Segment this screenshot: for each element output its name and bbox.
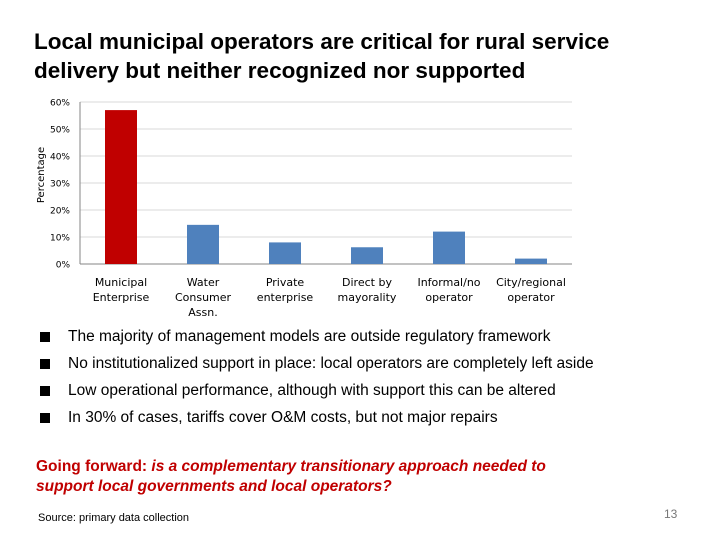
square-bullet-icon (40, 331, 50, 342)
bullet-text: In 30% of cases, tariffs cover O&M costs… (68, 409, 498, 426)
bullet-item: Low operational performance, although wi… (40, 377, 710, 404)
title-line-2: delivery but neither recognized nor supp… (34, 58, 526, 83)
x-tick-label: Private enterprise (257, 276, 314, 304)
square-bullet-icon (40, 412, 50, 423)
x-tick-label: Direct by mayorality (338, 276, 397, 304)
bar (269, 242, 301, 264)
y-tick-label: 0% (56, 261, 71, 271)
going-forward-label: Going forward: (36, 458, 148, 475)
bar (433, 231, 465, 264)
y-tick-label: 30% (50, 180, 70, 190)
bullet-list: The majority of management models are ou… (40, 323, 710, 431)
y-tick-label: 20% (50, 207, 70, 217)
going-forward-question-line-2: support local governments and local oper… (36, 478, 392, 495)
square-bullet-icon (40, 385, 50, 396)
bullet-item: The majority of management models are ou… (40, 323, 710, 350)
x-tick-label: Municipal Enterprise (93, 276, 150, 304)
square-bullet-icon (40, 358, 50, 369)
going-forward-question-line-1: is a complementary transitionary approac… (151, 458, 546, 475)
bar-chart: 0% 10% 20% 30% 40% 50% 60% Percentage Municipal E… (36, 99, 572, 319)
going-forward-note: Going forward: is a complementary transi… (36, 457, 706, 497)
bullet-text: No institutionalized support in place: l… (68, 355, 594, 372)
bar (515, 258, 547, 264)
source-note: Source: primary data collection (38, 512, 190, 524)
bullet-item: In 30% of cases, tariffs cover O&M costs… (40, 404, 710, 431)
y-tick-label: 60% (50, 99, 70, 109)
title-line-1: Local municipal operators are critical f… (34, 29, 610, 54)
y-tick-label: 50% (50, 126, 70, 136)
x-tick-label: City/regional operator (496, 276, 566, 304)
bar (187, 224, 219, 264)
y-tick-label: 10% (50, 234, 70, 244)
page-number: 13 (664, 507, 678, 521)
bullet-item: No institutionalized support in place: l… (40, 350, 710, 377)
slide-title: Local municipal operators are critical f… (34, 27, 714, 85)
bullet-text: The majority of management models are ou… (68, 328, 551, 345)
bar (105, 110, 137, 264)
y-tick-label: 40% (50, 153, 70, 163)
x-tick-label: Informal/no operator (417, 276, 480, 304)
bullet-text: Low operational performance, although wi… (68, 382, 556, 399)
bar (351, 247, 383, 264)
y-axis-title: Percentage (36, 147, 47, 203)
x-tick-label: Water Consumer Assn. (175, 276, 232, 319)
